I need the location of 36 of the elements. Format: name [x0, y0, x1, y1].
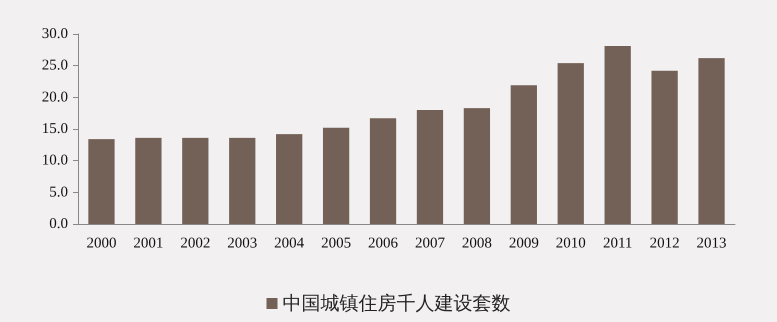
x-tick-label: 2004	[274, 236, 305, 252]
bar	[558, 63, 584, 224]
bar	[604, 46, 631, 224]
x-tick-label: 2012	[650, 236, 680, 252]
x-tick-label: 2010	[556, 236, 586, 252]
bar	[416, 110, 444, 224]
bar	[135, 138, 162, 224]
x-tick-label: 2002	[180, 236, 210, 252]
x-tick-label: 2008	[462, 236, 492, 252]
x-tick-label: 2011	[602, 236, 632, 252]
x-tick-label: 2005	[321, 236, 352, 252]
bar	[370, 118, 396, 224]
y-tick-label: 10.0	[42, 152, 68, 169]
bar	[510, 85, 537, 224]
x-tick-label: 2006	[368, 236, 399, 252]
legend-label: 中国城镇住房千人建设套数	[282, 292, 510, 314]
bar	[464, 108, 490, 224]
y-tick-label: 25.0	[42, 58, 68, 74]
x-tick-label: 2013	[696, 236, 727, 252]
y-tick-label: 15.0	[42, 121, 68, 137]
bar	[276, 134, 302, 224]
bar	[651, 70, 678, 224]
x-tick-label: 2007	[414, 236, 446, 252]
y-tick-label: 20.0	[42, 89, 68, 106]
bar	[322, 128, 350, 224]
y-tick-label: 5.0	[49, 184, 68, 200]
bar	[182, 138, 208, 224]
x-tick-label: 2001	[133, 236, 164, 252]
bar	[88, 139, 115, 224]
x-tick-label: 2000	[86, 236, 116, 252]
y-tick-label: 30.0	[42, 26, 68, 42]
bar	[229, 138, 256, 224]
bar	[698, 58, 725, 224]
y-tick-label: 0.0	[49, 216, 68, 232]
x-tick-label: 2003	[227, 236, 258, 252]
x-tick-label: 2009	[508, 236, 539, 252]
